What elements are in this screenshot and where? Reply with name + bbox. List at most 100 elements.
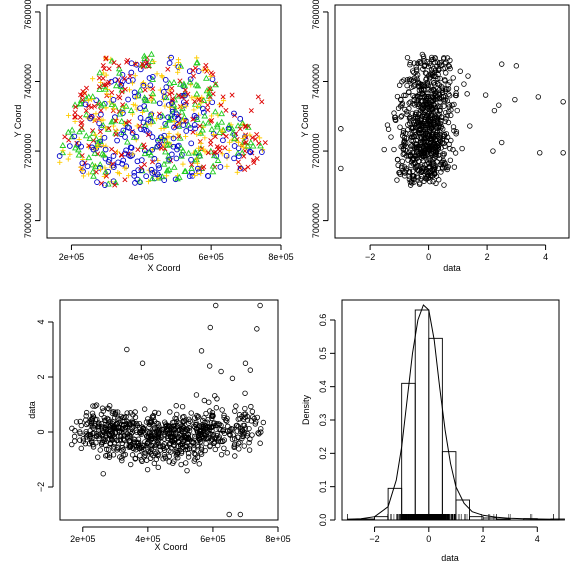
point [130, 412, 136, 418]
point [189, 433, 195, 439]
point-q4 [122, 86, 128, 92]
point [200, 423, 206, 429]
point [429, 159, 436, 166]
point-q2 [159, 173, 166, 180]
panel4-x-label: data [441, 553, 459, 563]
point [437, 135, 444, 141]
point [441, 55, 447, 61]
point [401, 92, 407, 99]
point-q3 [206, 97, 212, 104]
point-q1 [166, 156, 173, 163]
point [421, 150, 427, 157]
point [439, 62, 445, 69]
point [444, 166, 450, 173]
point [394, 93, 401, 100]
point-q3 [180, 117, 187, 123]
point-q3 [220, 98, 227, 104]
x-tick-label: 4e+05 [129, 252, 154, 262]
point [432, 153, 439, 159]
point-q4 [223, 133, 229, 139]
point-q2 [143, 97, 151, 104]
y-tick-label: 7000000 [311, 203, 321, 238]
point [418, 134, 425, 140]
point [435, 152, 442, 159]
point-q3 [195, 145, 202, 151]
point-q4 [72, 110, 78, 116]
point-q1 [132, 93, 138, 100]
point [258, 426, 264, 432]
point [421, 83, 428, 89]
point-q2 [231, 135, 238, 142]
point [204, 429, 210, 435]
y-tick-label: 0.3 [318, 414, 328, 427]
point-q3 [79, 167, 85, 174]
point [148, 446, 155, 452]
point-q3 [224, 163, 230, 169]
point [218, 451, 225, 458]
point [83, 428, 89, 435]
point-q1 [195, 165, 201, 172]
point [422, 97, 428, 104]
point [117, 436, 123, 443]
point-q1 [135, 167, 142, 173]
point [197, 438, 204, 445]
point-q3 [92, 132, 98, 138]
point [399, 113, 405, 119]
point [209, 415, 215, 422]
point [144, 441, 150, 447]
point [123, 421, 130, 428]
point-q4 [96, 84, 102, 90]
point [101, 438, 108, 445]
point-q1 [119, 78, 126, 84]
point [205, 416, 211, 423]
point-q3 [182, 133, 189, 140]
point [185, 420, 192, 426]
point-q2 [96, 85, 104, 92]
point [83, 413, 89, 419]
y-tick-label: 4 [36, 319, 46, 324]
point-q1 [106, 157, 113, 163]
point [198, 348, 205, 354]
point [197, 436, 203, 443]
point-q4 [101, 66, 107, 72]
point [410, 161, 416, 167]
point [418, 168, 424, 175]
point-q3 [151, 59, 157, 65]
point-q1 [169, 108, 176, 115]
point [407, 62, 413, 68]
point-q2 [193, 116, 201, 123]
point-q1 [171, 124, 177, 131]
point [415, 111, 422, 117]
point [194, 454, 201, 460]
point [232, 453, 238, 459]
point [424, 131, 430, 138]
point-q2 [167, 111, 175, 118]
point-q3 [198, 140, 204, 146]
point-q2 [178, 152, 185, 159]
point [171, 426, 177, 433]
point [425, 115, 432, 122]
point [190, 439, 196, 445]
point [155, 410, 162, 416]
point [96, 423, 102, 429]
point [144, 457, 150, 463]
point [381, 146, 387, 153]
point [422, 126, 428, 133]
point [445, 164, 451, 170]
point-q1 [111, 164, 117, 171]
point [160, 442, 166, 449]
point [451, 164, 458, 170]
histogram-bar [428, 337, 443, 521]
panel1-points [56, 50, 268, 188]
point [185, 450, 192, 457]
point [398, 97, 404, 103]
point-q3 [114, 127, 120, 133]
point-q2 [202, 74, 210, 81]
point [560, 99, 566, 105]
point [110, 452, 117, 458]
point-q1 [120, 157, 127, 164]
point-q4 [220, 94, 226, 100]
point-q1 [66, 143, 73, 149]
point [197, 432, 203, 439]
point-q4 [78, 121, 84, 127]
